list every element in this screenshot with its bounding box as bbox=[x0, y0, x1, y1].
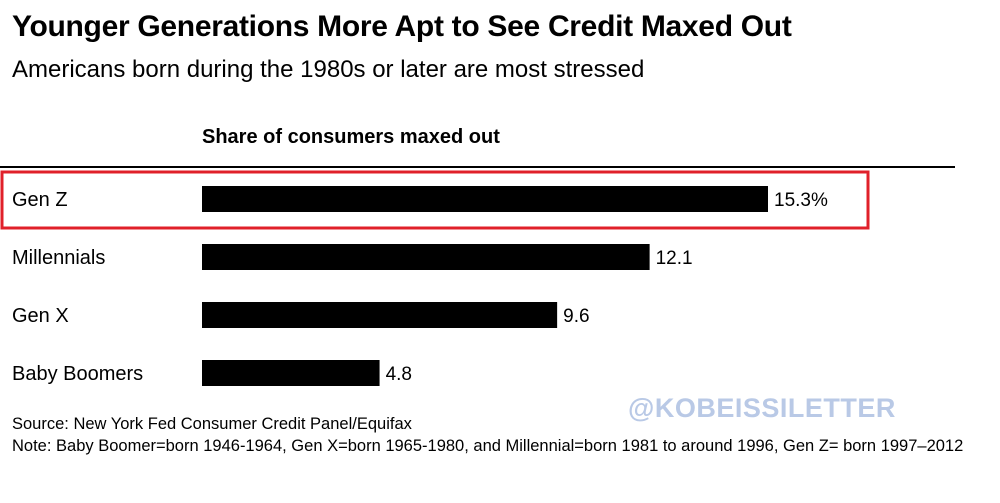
top-rule bbox=[0, 166, 955, 168]
category-label-baby-boomers: Baby Boomers bbox=[12, 363, 143, 385]
axis-title: Share of consumers maxed out bbox=[202, 126, 500, 148]
category-label-millennials: Millennials bbox=[12, 247, 105, 269]
value-label-gen-x: 9.6 bbox=[563, 306, 589, 327]
value-label-baby-boomers: 4.8 bbox=[386, 364, 412, 385]
watermark: @KOBEISSILETTER bbox=[628, 393, 896, 423]
value-label-millennials: 12.1 bbox=[656, 248, 693, 269]
category-label-gen-z: Gen Z bbox=[12, 189, 68, 211]
bar-gen-z bbox=[202, 186, 768, 212]
source-note: Source: New York Fed Consumer Credit Pan… bbox=[12, 415, 412, 433]
value-label-gen-z: 15.3% bbox=[774, 190, 828, 211]
bar-gen-x bbox=[202, 302, 558, 328]
category-label-gen-x: Gen X bbox=[12, 305, 69, 327]
chart-subtitle: Americans born during the 1980s or later… bbox=[12, 56, 645, 83]
bar-millennials bbox=[202, 244, 650, 270]
chart-title: Younger Generations More Apt to See Cred… bbox=[12, 10, 792, 43]
bar-baby-boomers bbox=[202, 360, 380, 386]
highlight-box-gen-z bbox=[0, 170, 870, 230]
footnote: Note: Baby Boomer=born 1946-1964, Gen X=… bbox=[12, 437, 964, 455]
